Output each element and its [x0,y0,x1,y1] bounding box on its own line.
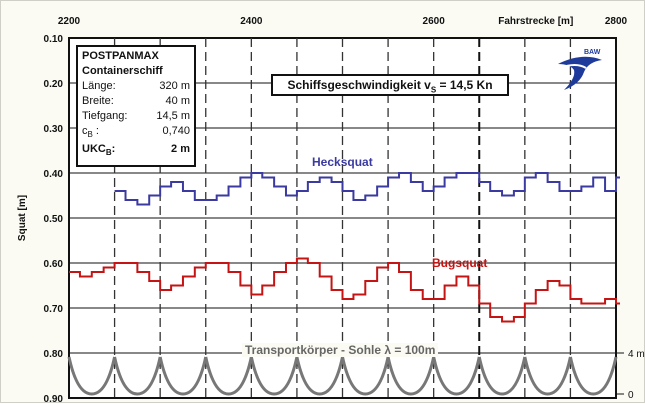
baw-logo-icon [554,46,610,92]
y-tick-label: 0.20 [44,79,64,90]
x-tick-label: 2800 [605,16,628,27]
y-axis-title: Squat [m] [17,195,28,241]
laenge-label: Länge: [82,79,116,94]
transport-label: Transportkörper - Sohle λ = 100m [242,343,438,357]
baw-logo: BAW [554,46,610,92]
cb-value: 0,740 [162,124,190,142]
baw-logo-text: BAW [584,49,600,56]
y-tick-label: 0.10 [44,34,64,45]
y-tick-label: 0.70 [44,304,64,315]
right-axis-label: 4 m [628,349,645,360]
ship-info-box: POSTPANMAX Containerschiff Länge: 320 m B… [76,45,196,167]
info-row-breite: Breite: 40 m [82,94,190,109]
info-row-ukc: UKCB: 2 m [82,142,190,160]
speed-box: Schiffsgeschwindigkeit vS = 14,5 Kn [271,74,509,96]
info-row-tiefgang: Tiefgang: 14,5 m [82,109,190,124]
y-tick-label: 0.60 [44,259,64,270]
right-axis-label: 0 [628,390,634,401]
info-title-type: POSTPANMAX [82,49,190,64]
info-row-cb: cB : 0,740 [82,124,190,142]
x-tick-label: 2400 [240,16,263,27]
y-tick-label: 0.30 [44,124,64,135]
y-tick-label: 0.40 [44,169,64,180]
hecksquat-label: Hecksquat [312,155,373,169]
y-tick-label: 0.50 [44,214,64,225]
tiefgang-value: 14,5 m [156,109,190,124]
y-tick-label: 0.80 [44,349,64,360]
laenge-value: 320 m [159,79,190,94]
breite-value: 40 m [166,94,190,109]
bugsquat-label: Bugsquat [432,256,487,270]
x-tick-label: 2200 [58,16,81,27]
tiefgang-label: Tiefgang: [82,109,127,124]
info-title-ship: Containerschiff [82,64,190,79]
breite-label: Breite: [82,94,114,109]
ukc-label: UKCB: [82,142,115,160]
x-tick-label: 2600 [423,16,446,27]
x-axis-title: Fahrstrecke [m] [498,16,573,27]
info-row-laenge: Länge: 320 m [82,79,190,94]
ukc-value: 2 m [171,142,190,160]
cb-label: cB : [82,124,99,142]
